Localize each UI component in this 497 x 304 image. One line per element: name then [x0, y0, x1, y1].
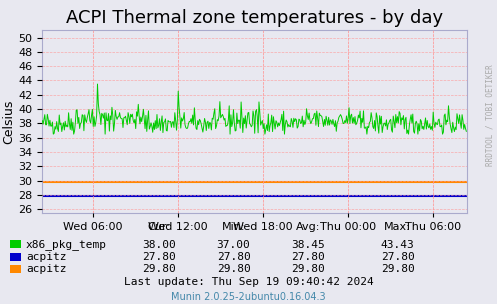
- Text: 37.00: 37.00: [217, 240, 250, 250]
- Text: Munin 2.0.25-2ubuntu0.16.04.3: Munin 2.0.25-2ubuntu0.16.04.3: [171, 292, 326, 302]
- Text: x86_pkg_temp: x86_pkg_temp: [26, 239, 107, 250]
- Text: acpitz: acpitz: [26, 264, 66, 274]
- Text: Avg:: Avg:: [296, 222, 321, 232]
- Text: 43.43: 43.43: [381, 240, 414, 250]
- Text: 38.00: 38.00: [142, 240, 176, 250]
- Text: 29.80: 29.80: [217, 264, 250, 274]
- Bar: [10, 253, 21, 261]
- Bar: [10, 265, 21, 273]
- Title: ACPI Thermal zone temperatures - by day: ACPI Thermal zone temperatures - by day: [66, 9, 443, 27]
- Bar: [10, 240, 21, 248]
- Y-axis label: Celsius: Celsius: [2, 99, 15, 144]
- Text: acpitz: acpitz: [26, 252, 66, 262]
- Text: 27.80: 27.80: [142, 252, 176, 262]
- Text: Last update: Thu Sep 19 09:40:42 2024: Last update: Thu Sep 19 09:40:42 2024: [124, 277, 373, 287]
- Text: 27.80: 27.80: [217, 252, 250, 262]
- Text: Max:: Max:: [384, 222, 411, 232]
- Text: 38.45: 38.45: [291, 240, 325, 250]
- Text: 29.80: 29.80: [381, 264, 414, 274]
- Text: Cur:: Cur:: [148, 222, 170, 232]
- Text: 27.80: 27.80: [291, 252, 325, 262]
- Text: 29.80: 29.80: [142, 264, 176, 274]
- Text: Min:: Min:: [222, 222, 246, 232]
- Text: RRDTOOL / TOBI OETIKER: RRDTOOL / TOBI OETIKER: [486, 65, 495, 166]
- Text: 27.80: 27.80: [381, 252, 414, 262]
- Text: 29.80: 29.80: [291, 264, 325, 274]
